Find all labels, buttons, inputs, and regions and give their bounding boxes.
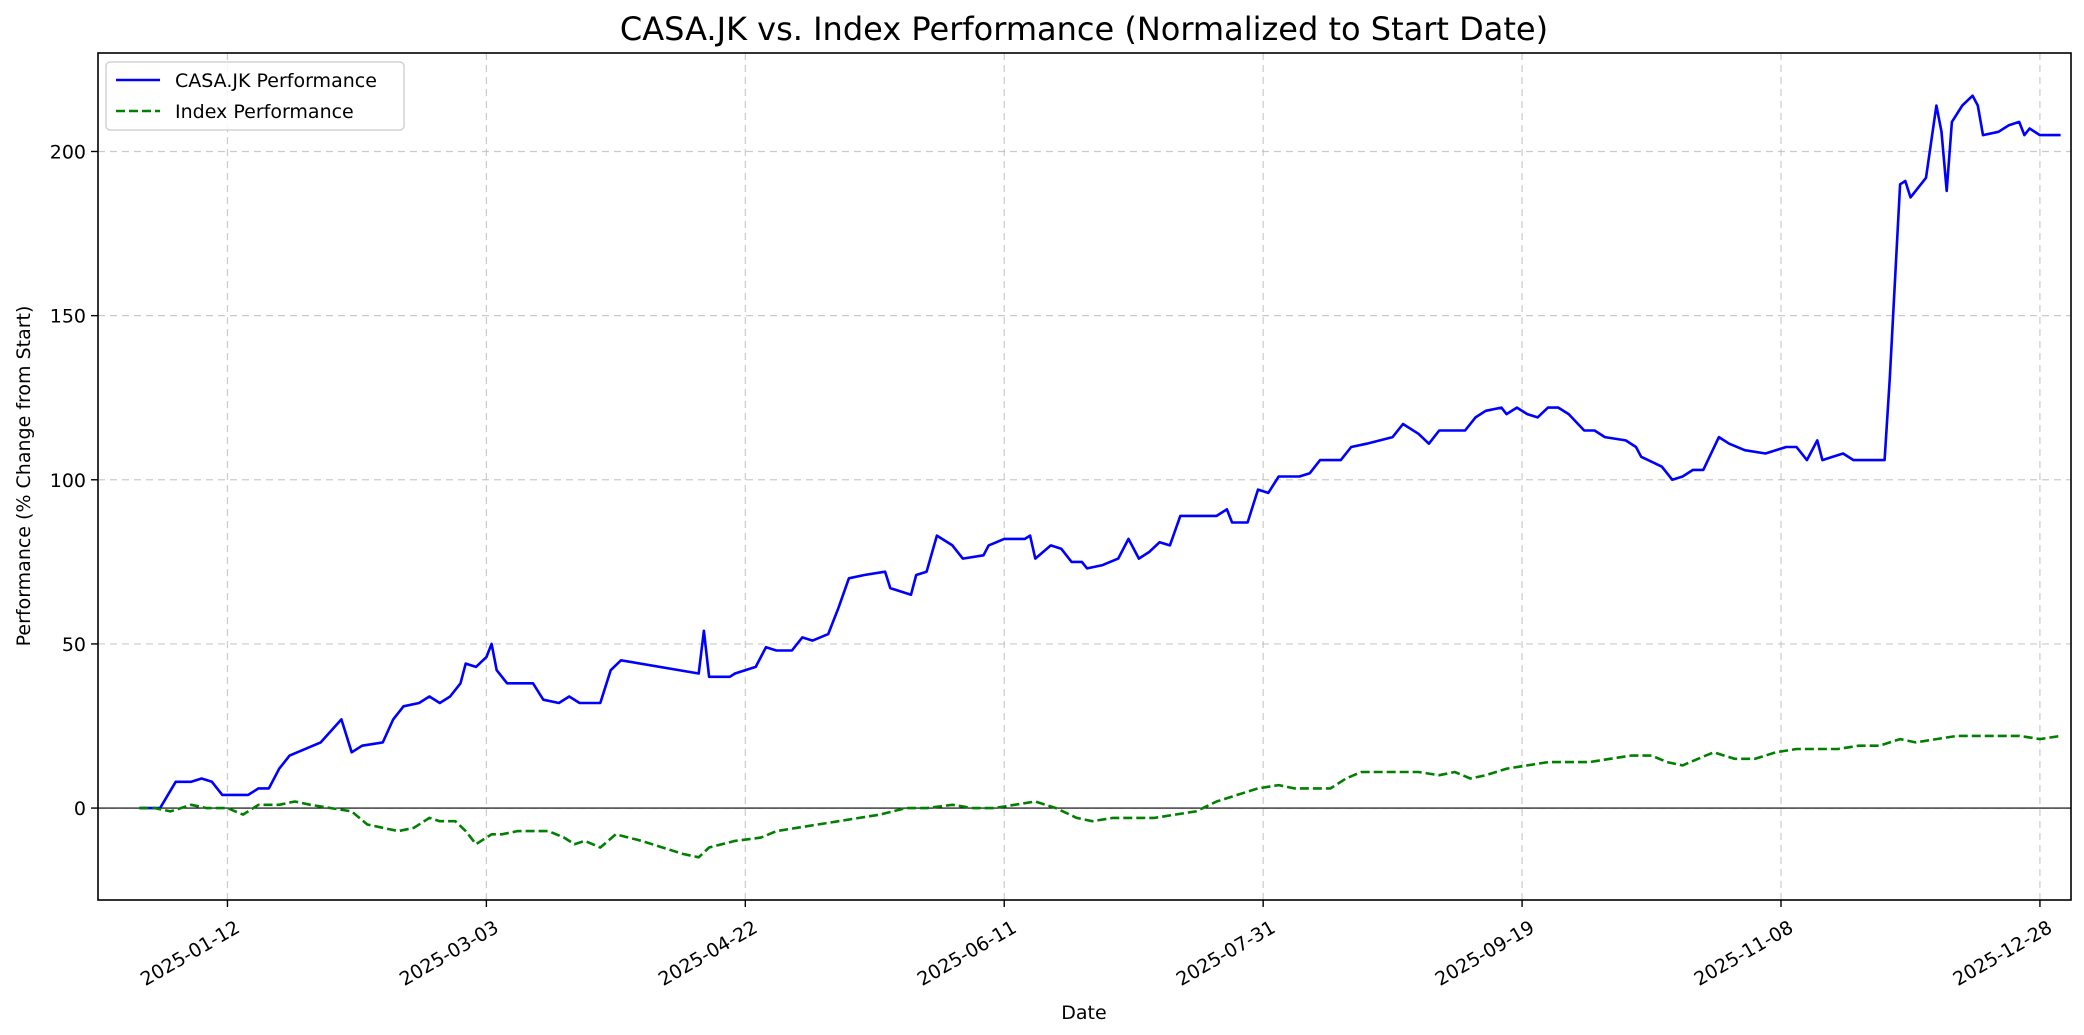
y-tick-label: 100	[50, 470, 86, 492]
plot-frame	[97, 52, 2072, 901]
x-tick-label: 2025-06-11	[914, 916, 1021, 990]
x-tick-label: 2025-01-12	[137, 916, 244, 990]
x-tick-label: 2025-09-19	[1432, 916, 1539, 990]
x-tick-label: 2025-12-28	[1949, 916, 2056, 990]
y-tick-label: 200	[50, 141, 86, 163]
y-tick-label: 150	[50, 306, 86, 328]
legend-box	[105, 61, 405, 131]
series-group	[139, 94, 2061, 859]
casa-performance-line	[139, 94, 2061, 810]
y-axis-label: Performance (% Change from Start)	[13, 306, 35, 647]
x-axis: 2025-01-12 2025-03-03 2025-04-22 2025-06-11…	[137, 900, 2056, 991]
x-tick-label: 2025-07-31	[1173, 916, 1280, 990]
legend-label-casa: CASA.JK Performance	[175, 70, 377, 92]
y-axis: 0 50 100 150 200	[50, 141, 98, 820]
y-tick-label: 50	[62, 634, 86, 656]
chart-title: CASA.JK vs. Index Performance (Normalize…	[620, 10, 1548, 48]
x-tick-label: 2025-04-22	[655, 916, 762, 990]
index-performance-line	[139, 734, 2061, 859]
legend: CASA.JK Performance Index Performance	[105, 61, 405, 131]
x-tick-label: 2025-11-08	[1690, 916, 1797, 990]
y-tick-label: 0	[74, 798, 86, 820]
grid	[98, 53, 2071, 900]
x-tick-label: 2025-03-03	[396, 916, 503, 990]
legend-label-index: Index Performance	[175, 101, 354, 123]
x-axis-label: Date	[1061, 1002, 1106, 1024]
